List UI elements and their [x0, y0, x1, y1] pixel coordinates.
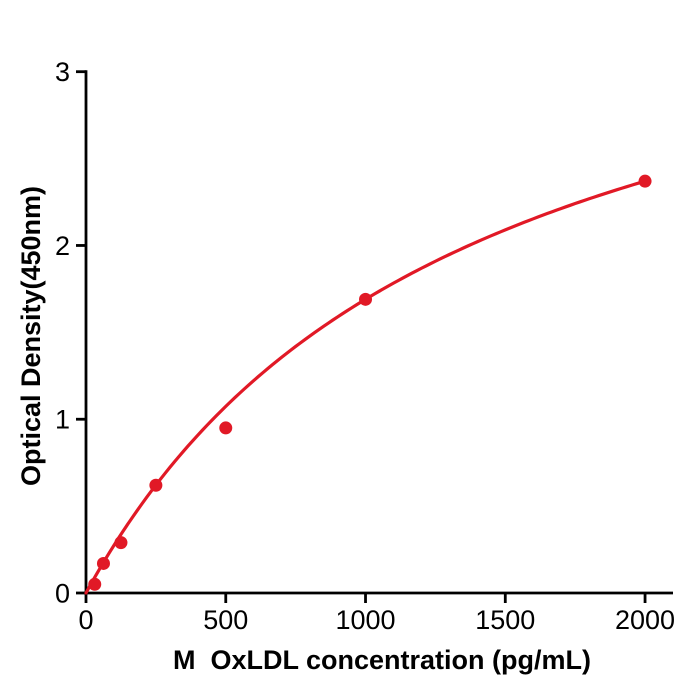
x-tick-label: 0: [78, 605, 93, 635]
data-point: [88, 577, 102, 591]
data-point: [219, 421, 233, 435]
plot-area: 0 1 2 3 0 500 1000 1500 2000: [55, 57, 675, 635]
data-point: [96, 556, 110, 570]
fit-curve-line: [84, 180, 642, 595]
data-point: [149, 478, 163, 492]
x-tick-label: 1000: [335, 605, 395, 635]
y-axis-label: Optical Density(450nm): [16, 186, 46, 486]
y-tick-label: 2: [55, 231, 70, 261]
data-point: [638, 174, 652, 188]
x-tick-label: 500: [203, 605, 248, 635]
data-point: [359, 292, 373, 306]
y-tick-label: 0: [55, 579, 70, 609]
x-tick-label: 1500: [475, 605, 535, 635]
y-tick-label: 1: [55, 405, 70, 435]
data-point: [114, 536, 128, 550]
y-tick-label: 3: [55, 57, 70, 87]
x-tick-label: 2000: [615, 605, 675, 635]
x-axis-label: M OxLDL concentration (pg/mL): [173, 645, 591, 675]
